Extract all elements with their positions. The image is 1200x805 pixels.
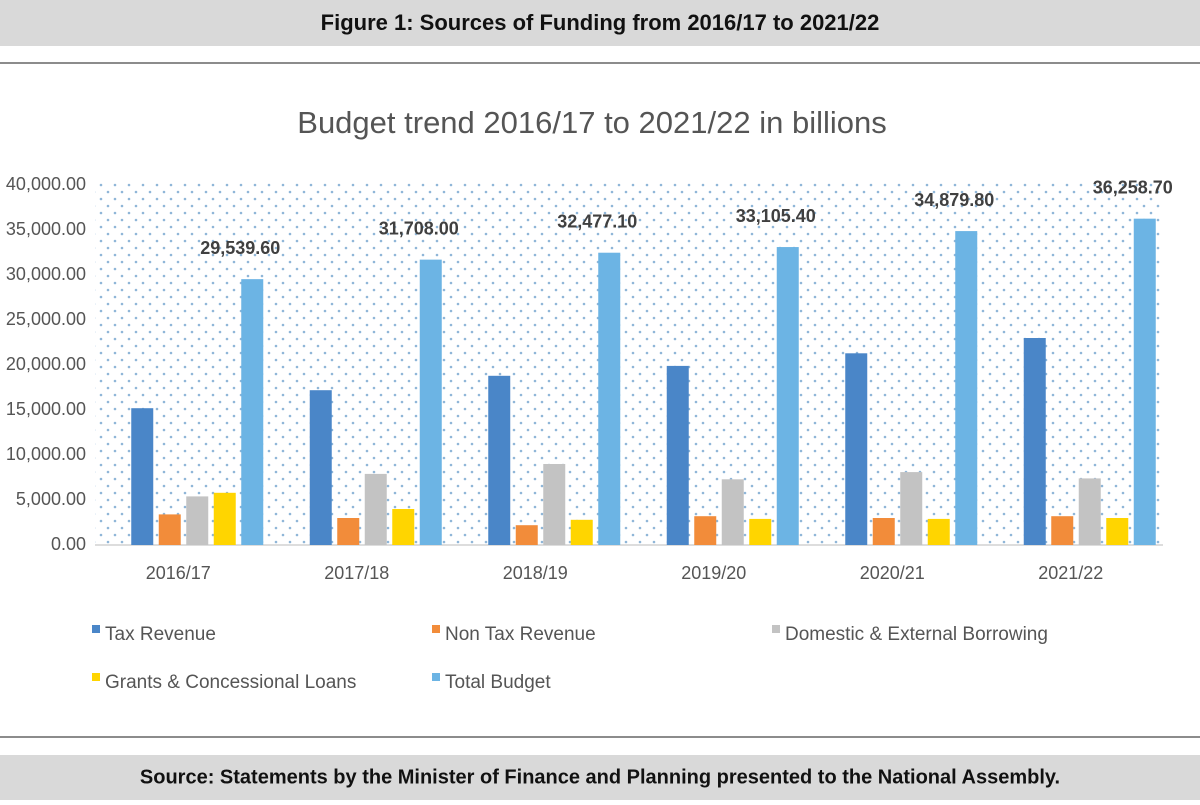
- bar: [131, 408, 154, 545]
- y-tick-label: 5,000.00: [16, 489, 86, 509]
- legend-label: Domestic & External Borrowing: [785, 624, 1048, 645]
- legend-swatch: [432, 625, 440, 633]
- chart-title: Budget trend 2016/17 to 2021/22 in billi…: [297, 105, 886, 140]
- y-tick-label: 10,000.00: [6, 444, 86, 464]
- bar: [845, 353, 868, 545]
- value-label: 31,708.00: [379, 218, 459, 238]
- footer-bar: [0, 755, 1200, 800]
- legend-label: Non Tax Revenue: [445, 624, 596, 645]
- source-note: Source: Statements by the Minister of Fi…: [140, 766, 1060, 788]
- bar: [364, 473, 387, 545]
- legend-swatch: [92, 625, 100, 633]
- bar: [1133, 218, 1156, 546]
- legend-swatch: [432, 673, 440, 681]
- bar: [872, 518, 895, 545]
- value-label: 29,539.60: [200, 238, 280, 258]
- bar: [927, 518, 950, 545]
- bar: [900, 472, 923, 545]
- x-tick-label: 2018/19: [503, 563, 568, 583]
- bar: [749, 518, 772, 545]
- bar: [392, 509, 415, 545]
- bar: [543, 464, 566, 545]
- bar: [1051, 516, 1074, 545]
- bar: [955, 231, 978, 546]
- x-tick-label: 2016/17: [146, 563, 211, 583]
- x-tick-label: 2017/18: [324, 563, 389, 583]
- y-tick-label: 20,000.00: [6, 354, 86, 374]
- legend-swatch: [772, 625, 780, 633]
- bar: [721, 479, 744, 545]
- value-label: 33,105.40: [736, 206, 816, 226]
- y-tick-label: 30,000.00: [6, 264, 86, 284]
- bar: [186, 496, 209, 545]
- y-tick-label: 40,000.00: [6, 174, 86, 194]
- y-tick-label: 35,000.00: [6, 219, 86, 239]
- bar: [241, 279, 264, 545]
- y-tick-label: 25,000.00: [6, 309, 86, 329]
- value-label: 36,258.70: [1093, 177, 1173, 197]
- legend-label: Grants & Concessional Loans: [105, 672, 356, 693]
- bar: [419, 259, 442, 545]
- value-label: 34,879.80: [914, 190, 994, 210]
- bar: [570, 519, 593, 545]
- bar: [1023, 338, 1046, 545]
- header-bar: [0, 0, 1200, 46]
- value-label: 32,477.10: [557, 211, 637, 231]
- x-tick-label: 2019/20: [681, 563, 746, 583]
- bar: [776, 247, 799, 546]
- y-tick-label: 0.00: [51, 534, 86, 554]
- bar: [488, 375, 511, 545]
- figure-title: Figure 1: Sources of Funding from 2016/1…: [321, 10, 880, 35]
- plot-background: [95, 183, 1163, 545]
- x-tick-label: 2021/22: [1038, 563, 1103, 583]
- bar: [515, 525, 538, 545]
- x-tick-label: 2020/21: [860, 563, 925, 583]
- bar: [598, 252, 621, 545]
- legend-swatch: [92, 673, 100, 681]
- bar: [1078, 478, 1101, 545]
- y-tick-label: 15,000.00: [6, 399, 86, 419]
- bar: [694, 516, 717, 545]
- bar: [337, 518, 360, 545]
- legend-label: Tax Revenue: [105, 624, 216, 645]
- bar: [213, 492, 236, 545]
- legend-label: Total Budget: [445, 672, 551, 693]
- bar: [158, 514, 181, 545]
- bar: [1106, 518, 1129, 545]
- bar: [666, 365, 689, 545]
- bar: [309, 390, 332, 545]
